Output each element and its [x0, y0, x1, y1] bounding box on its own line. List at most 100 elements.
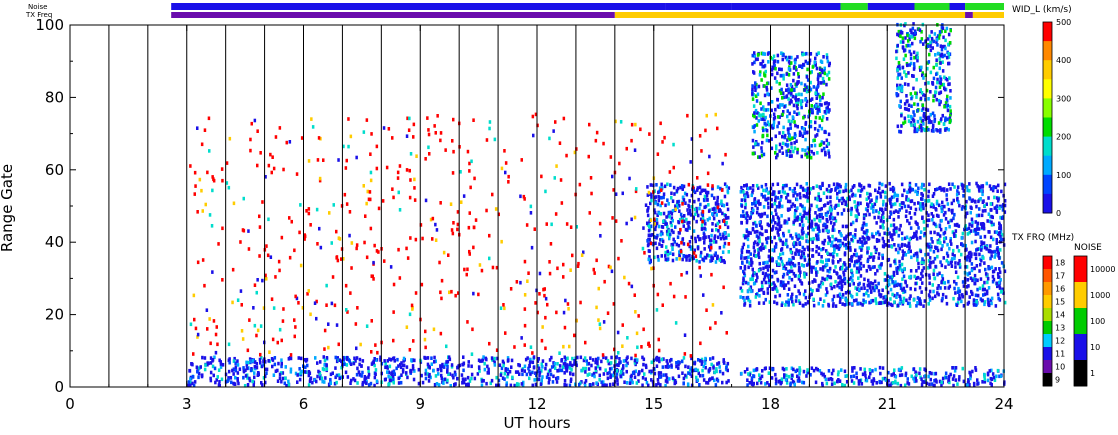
- echo-cell: [753, 230, 757, 234]
- echo-cell: [712, 216, 716, 221]
- echo-cell: [602, 372, 606, 376]
- echo-cell: [617, 256, 620, 261]
- echo-cell: [739, 190, 743, 194]
- echo-cell: [187, 383, 190, 388]
- echo-cell: [742, 190, 745, 194]
- echo-cell: [401, 368, 405, 372]
- echo-cell: [856, 239, 860, 244]
- echo-cell: [521, 372, 524, 377]
- echo-cell: [225, 161, 229, 165]
- echo-cell: [859, 301, 862, 306]
- echo-cell: [785, 300, 788, 304]
- echo-cell: [239, 240, 242, 244]
- echo-cell: [323, 347, 326, 351]
- echo-cell: [879, 263, 882, 268]
- echo-cell: [845, 374, 849, 378]
- noise-bar-segment: [840, 3, 868, 10]
- echo-cell: [802, 194, 805, 198]
- echo-cell: [861, 224, 865, 228]
- echo-cell: [523, 259, 527, 264]
- echo-cell: [822, 228, 825, 233]
- echo-cell: [797, 75, 800, 79]
- echo-cell: [865, 269, 869, 273]
- echo-cell: [203, 367, 207, 372]
- echo-cell: [813, 127, 817, 131]
- echo-cell: [544, 362, 548, 367]
- echo-cell: [961, 231, 965, 236]
- echo-cell: [766, 236, 770, 240]
- echo-cell: [675, 364, 678, 369]
- echo-cell: [776, 277, 779, 282]
- echo-cell: [827, 235, 830, 239]
- echo-cell: [998, 270, 1002, 275]
- echo-cell: [307, 370, 311, 374]
- echo-cell: [920, 377, 923, 381]
- echo-cell: [448, 372, 452, 376]
- echo-cell: [817, 246, 821, 250]
- echo-cell: [352, 361, 356, 366]
- echo-cell: [881, 213, 884, 218]
- noise-bar-segment: [949, 3, 966, 10]
- echo-cell: [711, 212, 714, 216]
- echo-cell: [809, 155, 813, 160]
- echo-cell: [540, 362, 543, 366]
- echo-cell: [870, 379, 874, 383]
- echo-cell: [974, 252, 978, 256]
- echo-cell: [220, 377, 224, 382]
- echo-cell: [583, 356, 587, 360]
- echo-cell: [818, 124, 821, 128]
- echo-cell: [857, 270, 861, 274]
- echo-cell: [707, 254, 710, 258]
- echo-cell: [906, 244, 909, 248]
- echo-cell: [353, 378, 357, 383]
- echo-cell: [962, 379, 966, 384]
- echo-cell: [775, 260, 778, 264]
- echo-cell: [703, 219, 706, 224]
- echo-cell: [598, 373, 601, 378]
- echo-cell: [752, 151, 755, 156]
- echo-cell: [796, 368, 799, 373]
- echo-layer: [187, 22, 1007, 388]
- echo-cell: [871, 281, 875, 286]
- echo-cell: [792, 103, 796, 108]
- noise-bar-segment: [171, 3, 666, 10]
- echo-cell: [811, 227, 814, 232]
- echo-cell: [480, 383, 484, 388]
- echo-cell: [892, 273, 896, 277]
- echo-cell: [942, 82, 945, 87]
- echo-cell: [921, 202, 924, 206]
- echo-cell: [821, 281, 825, 286]
- echo-cell: [871, 298, 875, 303]
- echo-cell: [659, 212, 663, 216]
- echo-cell: [630, 373, 633, 378]
- echo-cell: [766, 287, 769, 291]
- echo-cell: [319, 360, 322, 364]
- echo-cell: [909, 52, 913, 57]
- echo-cell: [760, 212, 764, 217]
- echo-cell: [993, 230, 997, 234]
- echo-cell: [816, 85, 819, 89]
- echo-cell: [526, 356, 529, 360]
- echo-cell: [213, 355, 216, 360]
- echo-cell: [670, 228, 674, 233]
- echo-cell: [565, 153, 568, 158]
- echo-cell: [500, 166, 504, 171]
- echo-cell: [788, 134, 791, 138]
- echo-cell: [483, 361, 486, 366]
- echo-cell: [565, 367, 568, 372]
- echo-cell: [747, 281, 750, 286]
- echo-cell: [191, 381, 194, 386]
- echo-cell: [770, 100, 774, 104]
- echo-cell: [927, 115, 931, 120]
- echo-cell: [839, 184, 842, 189]
- echo-cell: [825, 249, 828, 253]
- echo-cell: [903, 82, 907, 86]
- echo-cell: [855, 266, 859, 271]
- echo-cell: [1003, 269, 1007, 274]
- echo-cell: [673, 379, 677, 383]
- echo-cell: [862, 298, 865, 303]
- echo-cell: [971, 220, 974, 225]
- echo-cell: [655, 383, 658, 387]
- echo-cell: [757, 112, 760, 116]
- echo-cell: [426, 116, 429, 120]
